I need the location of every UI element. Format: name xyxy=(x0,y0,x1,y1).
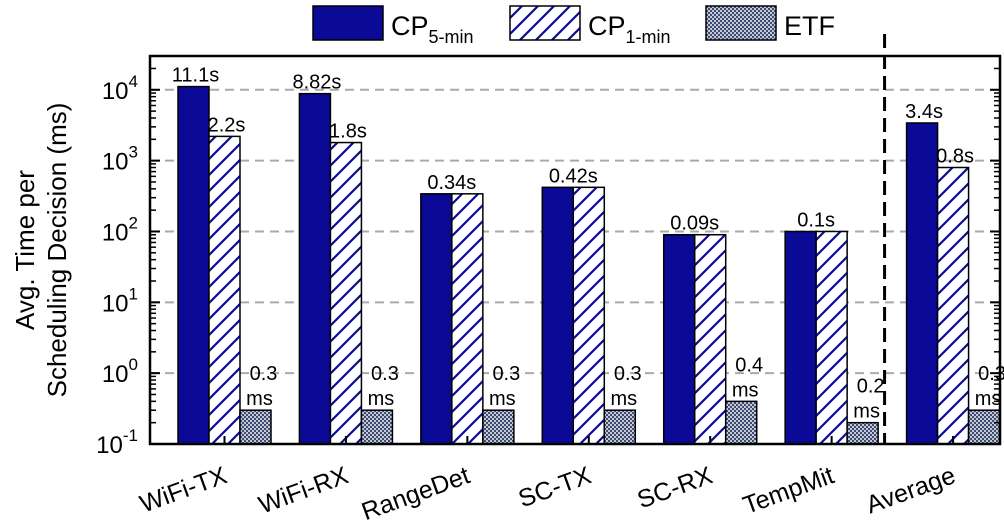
data-label: 0.42s xyxy=(549,165,598,187)
plot-frame xyxy=(148,54,1002,446)
data-label: 0.3 xyxy=(978,363,1004,385)
bar xyxy=(329,141,363,445)
y-tick-label: 100 xyxy=(102,355,138,388)
x-tick-label: SC-TX xyxy=(515,461,595,513)
x-tick-label: WiFi-TX xyxy=(136,461,231,518)
x-tick-label: RangeDet xyxy=(358,461,473,526)
data-label: 1.8s xyxy=(329,121,367,143)
data-label: 0.3 xyxy=(492,363,520,385)
bar xyxy=(693,233,727,445)
bar xyxy=(905,122,939,445)
y-tick-label: 103 xyxy=(102,143,138,176)
data-label: 11.1s xyxy=(172,65,219,87)
data-label-unit: ms xyxy=(975,388,1002,410)
data-label: 0.4 xyxy=(735,354,763,376)
bar xyxy=(482,409,515,445)
y-tick-label: 104 xyxy=(102,72,138,105)
bar xyxy=(662,233,696,445)
bar xyxy=(815,230,848,445)
x-tick-label: SC-RX xyxy=(634,461,717,514)
data-label: 2.2s xyxy=(208,114,246,136)
bar xyxy=(603,409,637,445)
x-tick-label: Average xyxy=(862,461,959,519)
data-label: 0.3 xyxy=(371,363,399,385)
data-label: 0.09s xyxy=(670,213,719,235)
bar xyxy=(177,85,210,445)
y-axis-label: Avg. Time per xyxy=(10,170,40,330)
data-label: 8.82s xyxy=(292,72,341,94)
y-tick-label: 102 xyxy=(102,213,138,246)
bar xyxy=(724,400,758,445)
bar xyxy=(846,421,879,445)
y-axis-label: Scheduling Decision (ms) xyxy=(42,103,72,398)
data-label: 0.3 xyxy=(614,363,642,385)
bar xyxy=(360,409,394,445)
legend-label: CP5-min xyxy=(391,11,474,47)
legend-swatch xyxy=(509,5,581,41)
bar xyxy=(541,186,575,445)
data-label: 0.3 xyxy=(250,363,278,385)
x-tick-label: TempMit xyxy=(739,461,837,520)
bar xyxy=(784,230,817,445)
data-label: 3.4s xyxy=(905,101,943,123)
data-label: 0.8s xyxy=(936,146,974,168)
legend-swatch xyxy=(705,5,777,41)
data-label-unit: ms xyxy=(489,388,516,410)
data-label: 0.1s xyxy=(797,209,835,231)
legend-label: ETF xyxy=(784,11,835,41)
data-label-unit: ms xyxy=(368,388,395,410)
bar xyxy=(208,135,241,445)
legend-label: CP1-min xyxy=(588,11,671,47)
legend-swatch xyxy=(312,5,384,41)
bar xyxy=(451,193,484,445)
bar xyxy=(967,409,1001,445)
y-tick-label: 10-1 xyxy=(96,426,138,459)
data-label-unit: ms xyxy=(732,379,759,401)
y-tick-label: 101 xyxy=(102,284,138,317)
data-label-unit: ms xyxy=(246,388,273,410)
data-label-unit: ms xyxy=(853,401,880,423)
data-label: 0.34s xyxy=(427,172,476,194)
x-tick-label: WiFi-RX xyxy=(255,461,352,519)
bar xyxy=(936,166,970,445)
bar xyxy=(572,186,606,445)
data-label: 0.2 xyxy=(857,376,885,398)
bar xyxy=(298,92,332,445)
bar xyxy=(239,409,272,445)
bar xyxy=(420,193,453,445)
data-label-unit: ms xyxy=(610,388,637,410)
